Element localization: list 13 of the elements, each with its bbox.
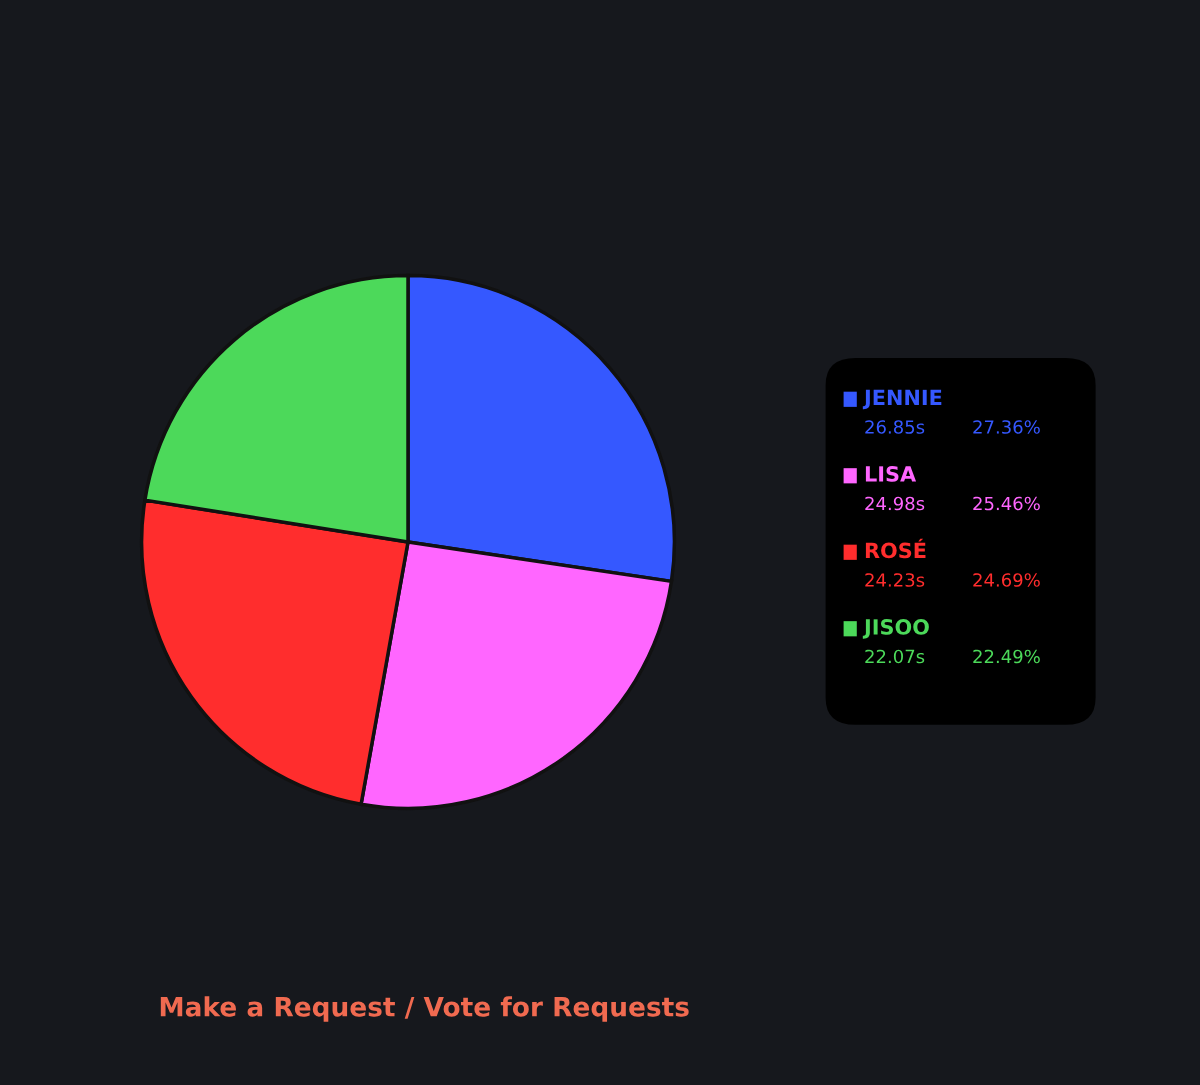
text: 25.46% (973, 496, 1040, 511)
legend-label: JENNIE (862, 389, 942, 410)
data-label: 22.07s (865, 649, 925, 664)
text: 22.49% (973, 649, 1040, 664)
text: Make a Request / Vote for Requests (160, 996, 689, 1022)
legend-label: LISA (865, 466, 917, 482)
data-label: 24.98s (865, 496, 925, 511)
data-label: 24.23s (865, 573, 925, 587)
text: 27.36% (973, 420, 1040, 434)
legend-label: JISOO (862, 619, 929, 639)
legend-label: ROSÉ (865, 538, 926, 559)
data-label: 26.85s (865, 420, 925, 434)
text: 24.69% (973, 573, 1040, 587)
